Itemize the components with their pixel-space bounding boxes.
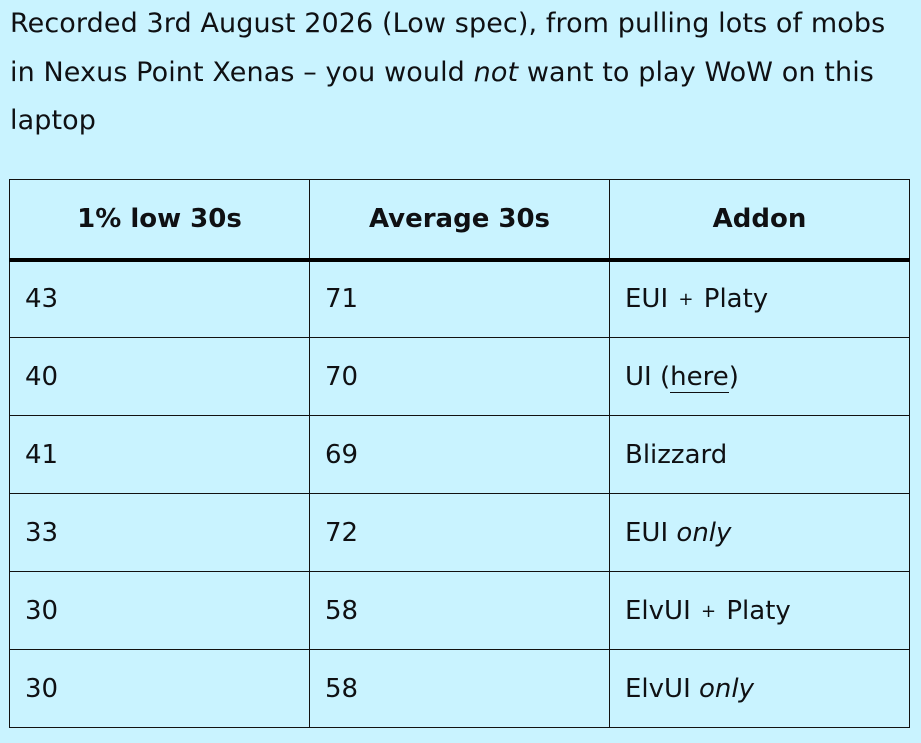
addon-name: EUI bbox=[625, 517, 669, 548]
header-addon: Addon bbox=[609, 179, 910, 262]
caption-text-after: want to play WoW on this laptop bbox=[10, 56, 874, 137]
cell-addon: Blizzard bbox=[609, 415, 910, 494]
cell-average: 71 bbox=[309, 259, 610, 338]
here-link[interactable]: here bbox=[670, 361, 729, 393]
addon-name: ElvUI bbox=[625, 673, 691, 704]
cell-addon: EUI only bbox=[609, 493, 910, 572]
addon-close-paren: ) bbox=[728, 361, 739, 392]
cell-average: 58 bbox=[309, 571, 610, 650]
plus-sign: + bbox=[701, 600, 717, 622]
cell-addon: UI (here) bbox=[609, 337, 910, 416]
caption-text-before: Recorded 3rd August 2026 (Low spec), fro… bbox=[10, 8, 886, 88]
cell-average: 72 bbox=[309, 493, 610, 572]
addon-suffix: Platy bbox=[726, 595, 791, 626]
table-header-row: 1% low 30s Average 30s Addon bbox=[9, 179, 910, 262]
cell-addon: ElvUI only bbox=[609, 649, 910, 728]
header-average: Average 30s bbox=[309, 179, 610, 262]
caption: Recorded 3rd August 2026 (Low spec), fro… bbox=[10, 0, 890, 146]
plus-sign: + bbox=[678, 289, 694, 311]
header-1pct-low: 1% low 30s bbox=[9, 179, 310, 262]
cell-1pct-low: 30 bbox=[9, 649, 310, 728]
addon-name: ElvUI bbox=[625, 595, 691, 626]
table-row: 30 58 ElvUI + Platy bbox=[9, 571, 910, 650]
cell-average: 70 bbox=[309, 337, 610, 416]
cell-1pct-low: 33 bbox=[9, 493, 310, 572]
cell-addon: EUI + Platy bbox=[609, 259, 910, 338]
addon-only: only bbox=[699, 673, 755, 704]
cell-1pct-low: 30 bbox=[9, 571, 310, 650]
cell-1pct-low: 43 bbox=[9, 259, 310, 338]
results-table: 1% low 30s Average 30s Addon 43 71 EUI +… bbox=[9, 179, 910, 728]
addon-name: UI ( bbox=[625, 361, 671, 392]
addon-only: only bbox=[676, 517, 732, 548]
addon-name: Blizzard bbox=[625, 439, 728, 470]
addon-name: EUI bbox=[625, 284, 669, 315]
table-row: 41 69 Blizzard bbox=[9, 415, 910, 494]
cell-addon: ElvUI + Platy bbox=[609, 571, 910, 650]
table-row: 30 58 ElvUI only bbox=[9, 649, 910, 728]
cell-average: 69 bbox=[309, 415, 610, 494]
table-row: 40 70 UI (here) bbox=[9, 337, 910, 416]
table-row: 33 72 EUI only bbox=[9, 493, 910, 572]
cell-1pct-low: 41 bbox=[9, 415, 310, 494]
table-row: 43 71 EUI + Platy bbox=[9, 259, 910, 338]
addon-suffix: Platy bbox=[703, 284, 769, 315]
cell-average: 58 bbox=[309, 649, 610, 728]
caption-emphasis: not bbox=[473, 56, 519, 88]
cell-1pct-low: 40 bbox=[9, 337, 310, 416]
